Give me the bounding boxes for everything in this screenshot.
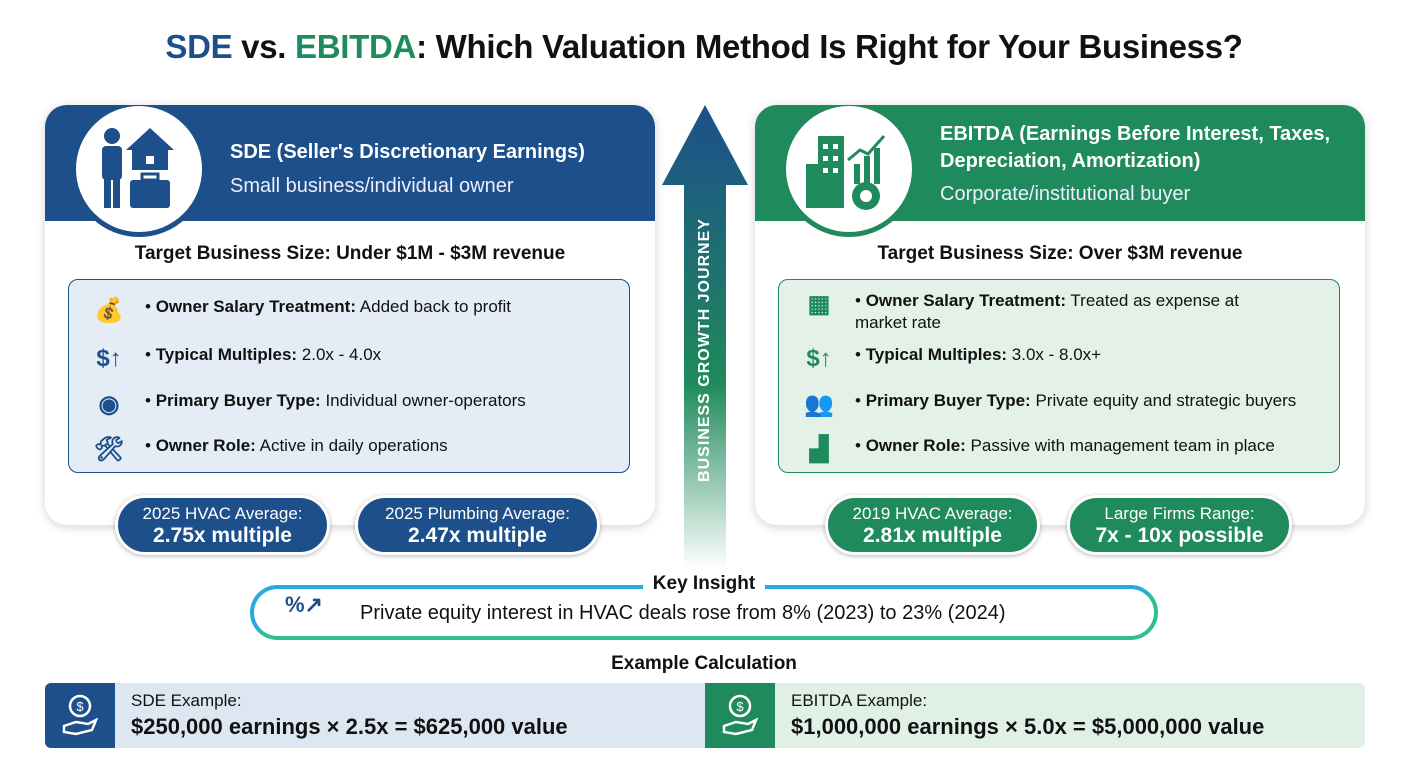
pill-label: Large Firms Range:	[1104, 504, 1255, 523]
sde-subtitle: Small business/individual owner	[230, 175, 514, 197]
title-sde: SDE	[165, 28, 233, 65]
sde-example-label: SDE Example:	[131, 691, 242, 710]
ebitda-row-multiples: $↑ • Typical Multiples: 3.0x - 8.0x+	[795, 344, 1101, 374]
manager-desk-icon: ▟	[809, 436, 829, 463]
pill-value: 2.47x multiple	[408, 524, 547, 547]
sde-row-multiples: $↑ • Typical Multiples: 2.0x - 4.0x	[85, 344, 381, 374]
sde-row-role: 🛠 • Owner Role: Active in daily operation…	[85, 435, 448, 465]
sde-row-salary: 💰 • Owner Salary Treatment: Added back to…	[85, 296, 511, 326]
sde-pill-hvac: 2025 HVAC Average: 2.75x multiple	[115, 495, 330, 555]
sde-title: SDE (Seller's Discretionary Earnings)	[230, 141, 585, 163]
row-value: 3.0x - 8.0x+	[1011, 345, 1102, 364]
row-value: Active in daily operations	[259, 436, 448, 455]
key-insight-title: Key Insight	[0, 573, 1408, 595]
sde-card: SDE (Seller's Discretionary Earnings) Sm…	[45, 105, 655, 525]
worker-tools-icon: 🛠	[93, 436, 125, 463]
sde-row-buyer: ◉ • Primary Buyer Type: Individual owner-…	[85, 390, 526, 420]
ebitda-subtitle: Corporate/institutional buyer	[940, 183, 1191, 205]
hand-dollar-icon: $	[45, 683, 115, 748]
pill-value: 2.75x multiple	[153, 524, 292, 547]
row-value: Added back to profit	[359, 297, 512, 316]
row-value: Private equity and strategic buyers	[1035, 391, 1297, 410]
sde-target-size: Target Business Size: Under $1M - $3M re…	[134, 243, 566, 264]
ebitda-example-formula: $1,000,000 earnings × 5.0x = $5,000,000 …	[791, 714, 1265, 739]
dollar-up-icon: $↑	[806, 345, 832, 372]
ebitda-target-size: Target Business Size: Over $3M revenue	[877, 243, 1243, 264]
ebitda-example-label: EBITDA Example:	[791, 691, 928, 710]
pill-label: 2025 Plumbing Average:	[385, 504, 570, 523]
ebitda-title: EBITDA (Earnings Before Interest, Taxes,…	[940, 123, 1331, 172]
key-insight-text: Private equity interest in HVAC deals ro…	[360, 602, 1006, 624]
hand-dollar-icon: $	[705, 683, 775, 748]
building-chart-gear-icon	[781, 105, 917, 237]
ebitda-row-role: ▟ • Owner Role: Passive with management t…	[795, 435, 1275, 465]
row-label: Primary Buyer Type:	[865, 391, 1031, 410]
ebitda-pill-hvac: 2019 HVAC Average: 2.81x multiple	[825, 495, 1040, 555]
growth-arrow-label: BUSINESS GROWTH JOURNEY	[696, 218, 713, 482]
ebitda-pill-large: Large Firms Range: 7x - 10x possible	[1067, 495, 1292, 555]
pill-value: 2.81x multiple	[863, 524, 1002, 547]
title-rest: : Which Valuation Method Is Right for Yo…	[416, 28, 1243, 65]
row-label: Typical Multiples:	[155, 345, 298, 364]
ebitda-row-salary: ▦ • Owner Salary Treatment: Treated as ex…	[795, 290, 1265, 334]
group-icon: 👥	[804, 391, 834, 418]
row-value: Treated as expense at market rate	[855, 291, 1239, 332]
sde-pill-plumbing: 2025 Plumbing Average: 2.47x multiple	[355, 495, 600, 555]
ebitda-card: EBITDA (Earnings Before Interest, Taxes,…	[755, 105, 1365, 525]
row-label: Owner Role:	[865, 436, 966, 455]
ebitda-row-buyer: 👥 • Primary Buyer Type: Private equity an…	[795, 390, 1296, 420]
calculator-minus-icon: ▦	[807, 291, 831, 318]
percent-trend-icon: %↗	[285, 592, 323, 617]
title-vs: vs.	[232, 28, 296, 65]
user-circle-icon: ◉	[98, 391, 120, 418]
key-insight-title-text: Key Insight	[642, 573, 766, 594]
row-label: Primary Buyer Type:	[155, 391, 321, 410]
pill-value: 7x - 10x possible	[1095, 524, 1264, 547]
pill-label: 2019 HVAC Average:	[852, 504, 1013, 523]
example-title: Example Calculation	[611, 653, 797, 674]
svg-text:$: $	[736, 699, 744, 714]
ebitda-details-box: ▦ • Owner Salary Treatment: Treated as ex…	[778, 279, 1340, 473]
sde-example-formula: $250,000 earnings × 2.5x = $625,000 valu…	[131, 714, 568, 739]
page-title: SDE vs. EBITDA: Which Valuation Method I…	[0, 28, 1408, 66]
row-value: 2.0x - 4.0x	[301, 345, 382, 364]
ebitda-example: $ EBITDA Example: $1,000,000 earnings × 5…	[705, 683, 1365, 748]
row-label: Owner Salary Treatment:	[155, 297, 356, 316]
money-bag-plus-icon: 💰	[94, 297, 124, 324]
row-label: Owner Salary Treatment:	[865, 291, 1066, 310]
sde-example: $ SDE Example: $250,000 earnings × 2.5x =…	[45, 683, 705, 748]
person-house-briefcase-icon	[71, 105, 207, 237]
row-value: Passive with management team in place	[970, 436, 1275, 455]
sde-details-box: 💰 • Owner Salary Treatment: Added back to…	[68, 279, 630, 473]
dollar-up-icon: $↑	[96, 345, 122, 372]
title-ebitda: EBITDA	[295, 28, 417, 65]
growth-arrow	[662, 105, 748, 570]
pill-label: 2025 HVAC Average:	[142, 504, 303, 523]
row-label: Owner Role:	[155, 436, 256, 455]
row-value: Individual owner-operators	[325, 391, 526, 410]
row-label: Typical Multiples:	[865, 345, 1008, 364]
svg-text:$: $	[76, 699, 84, 714]
